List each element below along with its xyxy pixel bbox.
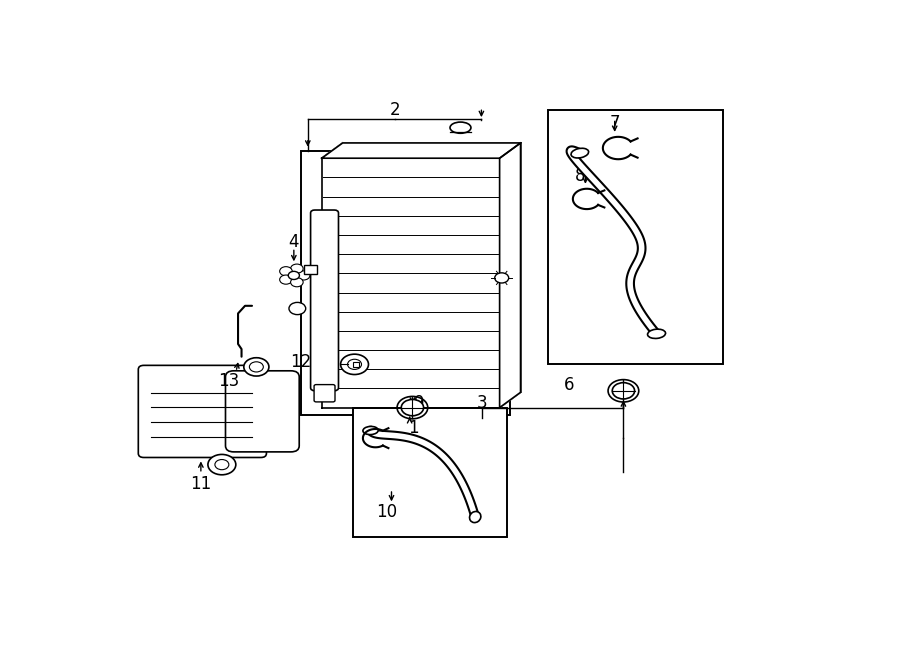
Circle shape — [347, 360, 362, 369]
Circle shape — [291, 278, 303, 287]
FancyBboxPatch shape — [314, 385, 335, 402]
Text: 13: 13 — [219, 372, 239, 390]
Text: 11: 11 — [190, 475, 212, 493]
Circle shape — [291, 264, 303, 273]
Text: 2: 2 — [390, 101, 400, 119]
Circle shape — [244, 358, 269, 376]
Text: 8: 8 — [574, 167, 585, 185]
Text: 1: 1 — [408, 419, 418, 437]
FancyBboxPatch shape — [310, 210, 338, 391]
Bar — [548, 110, 723, 364]
Circle shape — [495, 273, 508, 283]
Ellipse shape — [571, 148, 589, 158]
Ellipse shape — [470, 512, 481, 523]
Circle shape — [612, 383, 634, 399]
Circle shape — [297, 271, 310, 280]
Text: 4: 4 — [289, 233, 299, 251]
Circle shape — [280, 275, 292, 284]
Text: 9: 9 — [414, 393, 425, 412]
Bar — [304, 265, 317, 274]
Text: 3: 3 — [477, 393, 488, 412]
Circle shape — [215, 459, 229, 470]
Bar — [353, 362, 359, 367]
Text: 6: 6 — [564, 375, 574, 394]
Text: 12: 12 — [290, 353, 311, 371]
Polygon shape — [500, 143, 520, 408]
Text: 7: 7 — [609, 114, 620, 132]
Bar — [353, 408, 507, 537]
Circle shape — [340, 354, 368, 375]
Circle shape — [401, 399, 424, 416]
Ellipse shape — [363, 426, 378, 434]
FancyBboxPatch shape — [139, 366, 266, 457]
Circle shape — [249, 362, 264, 372]
Ellipse shape — [648, 329, 665, 338]
Text: 10: 10 — [376, 503, 397, 521]
Circle shape — [288, 272, 300, 280]
Bar — [301, 151, 510, 415]
Polygon shape — [322, 143, 520, 158]
Ellipse shape — [450, 122, 471, 134]
Circle shape — [208, 454, 236, 475]
Circle shape — [289, 302, 306, 315]
FancyBboxPatch shape — [226, 371, 299, 452]
Text: 5: 5 — [498, 279, 508, 297]
Circle shape — [280, 266, 292, 276]
